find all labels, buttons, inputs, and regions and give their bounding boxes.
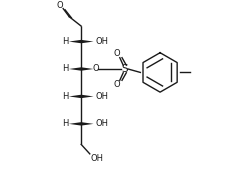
Text: H: H	[63, 92, 69, 101]
Polygon shape	[81, 122, 94, 126]
Text: H: H	[63, 64, 69, 74]
Text: H: H	[63, 119, 69, 128]
Polygon shape	[81, 67, 94, 71]
Polygon shape	[81, 95, 94, 98]
Text: O: O	[113, 49, 120, 58]
Text: OH: OH	[91, 154, 104, 163]
Text: OH: OH	[96, 92, 109, 101]
Text: OH: OH	[96, 37, 109, 46]
Polygon shape	[69, 40, 81, 43]
Polygon shape	[69, 122, 81, 126]
Text: O: O	[57, 1, 64, 10]
Polygon shape	[69, 95, 81, 98]
Text: OH: OH	[96, 119, 109, 128]
Text: O: O	[93, 64, 100, 74]
Text: O: O	[113, 80, 120, 89]
Polygon shape	[81, 40, 94, 43]
Text: S: S	[122, 64, 128, 74]
Text: H: H	[63, 37, 69, 46]
Polygon shape	[69, 67, 81, 71]
